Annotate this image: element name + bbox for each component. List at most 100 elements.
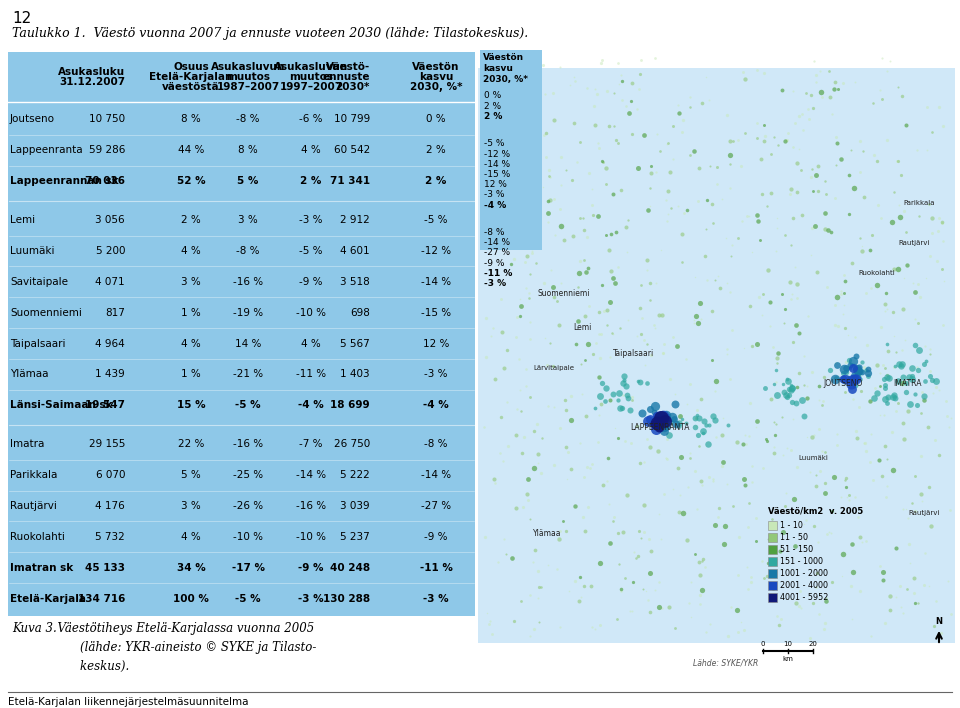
Point [692,297,708,309]
Point [825,576,840,588]
Point [913,408,928,419]
Point [625,78,640,89]
Point [879,338,895,350]
Text: 0 %: 0 % [484,91,501,101]
Point [624,394,639,406]
Text: -7 %: -7 % [300,439,323,449]
Point [701,94,716,105]
Point [781,383,797,394]
Point [651,422,666,433]
Point [610,57,625,69]
Point [895,91,910,102]
Point [611,527,626,539]
Point [620,214,636,225]
Point [698,72,713,83]
Point [631,551,646,562]
Point [632,83,647,94]
Point [524,246,540,257]
Point [553,179,568,190]
Point [493,152,509,164]
Point [900,259,915,270]
Point [765,341,780,353]
Text: 71 341: 71 341 [330,176,370,186]
Point [896,417,911,428]
Point [886,361,901,372]
Point [916,358,931,370]
Point [817,224,832,235]
Point [636,526,652,537]
Point [899,227,914,238]
Point [833,154,849,165]
Point [849,367,864,378]
Point [756,289,771,300]
Text: -3 %: -3 % [484,190,505,199]
Point [623,438,638,449]
Point [671,100,686,111]
Text: Lemi: Lemi [573,324,591,333]
Point [523,144,539,155]
Point [934,263,949,275]
Point [788,319,804,331]
Point [613,69,629,80]
Point [801,113,816,125]
Point [814,445,829,457]
Point [919,272,934,283]
Point [787,118,803,129]
Point [935,235,950,246]
Point [828,160,844,171]
Point [722,136,737,147]
Text: -9 %: -9 % [300,277,323,287]
Point [556,234,571,246]
Point [483,214,498,225]
Point [534,467,549,479]
Point [922,343,937,355]
Point [852,166,868,178]
Point [863,456,878,467]
Point [879,454,895,465]
Point [659,409,674,421]
Point [603,266,618,277]
Point [789,381,804,392]
Text: 5 %: 5 % [237,176,258,186]
Point [804,164,819,175]
Point [590,436,606,447]
Point [896,503,911,514]
Point [516,501,531,513]
Point [829,321,845,332]
Text: Suomenniemi: Suomenniemi [538,288,590,297]
Point [697,250,712,261]
Point [708,520,723,531]
Point [811,394,827,406]
Text: 6 070: 6 070 [95,470,125,480]
Point [874,212,889,224]
Point [854,537,870,548]
Point [776,317,791,329]
Point [686,145,702,156]
Point [889,155,904,166]
Point [667,622,683,634]
Point [895,358,910,370]
Point [916,580,931,591]
Point [917,341,932,352]
Point [736,342,752,353]
Point [634,329,649,340]
Point [770,348,785,359]
Point [650,415,665,426]
Point [705,306,720,317]
Point [509,312,524,323]
Point [566,72,582,83]
Text: -3 %: -3 % [299,593,324,603]
Point [675,256,690,268]
Point [745,246,760,258]
Point [583,462,598,474]
Point [850,368,865,379]
Point [522,590,538,601]
Point [908,313,924,324]
Point [803,90,818,101]
Point [695,425,710,436]
Point [621,107,636,118]
Text: Kuva 3.: Kuva 3. [12,622,57,635]
Point [598,382,613,394]
Point [940,410,955,421]
Point [577,310,592,321]
